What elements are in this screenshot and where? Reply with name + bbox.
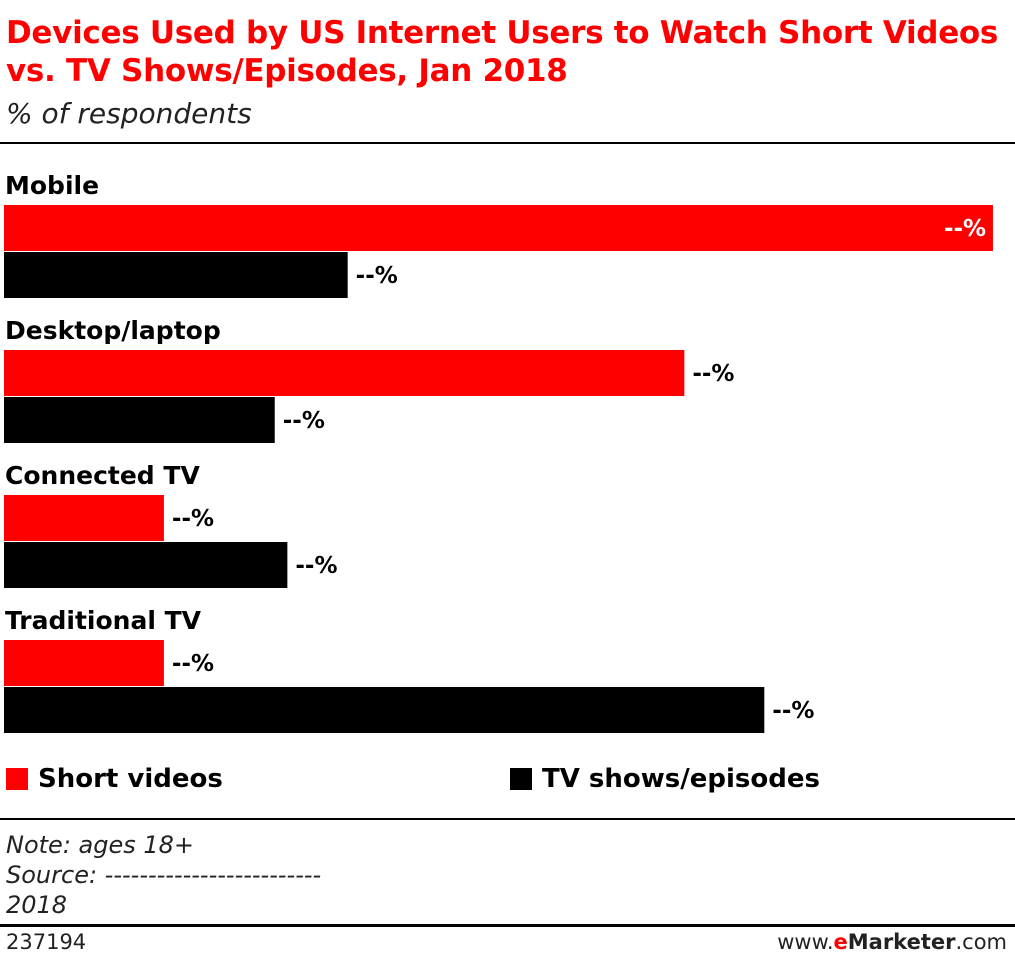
bar-desktop-laptop-tv-shows-episodes — [4, 397, 275, 443]
brand-prefix: www. — [777, 930, 834, 954]
value-label-traditional-tv-tv-shows-episodes: --% — [772, 698, 814, 724]
bar-connected-tv-tv-shows-episodes — [4, 542, 288, 588]
value-label-mobile-tv-shows-episodes: --% — [356, 263, 398, 289]
notes-divider — [0, 818, 1015, 820]
note-text: Note: ages 18+ — [6, 831, 195, 859]
bar-traditional-tv-tv-shows-episodes — [4, 687, 765, 733]
bar-connected-tv-short-videos — [4, 495, 164, 541]
brand-url[interactable]: www.eMarketer.com — [777, 930, 1007, 954]
brand-name: Marketer — [847, 930, 956, 954]
chart-area: Mobile --% --% Desktop/laptop --% --% Connecte… — [0, 160, 1015, 750]
category-label-connected-tv: Connected TV — [5, 461, 200, 490]
value-label-desktop-laptop-short-videos: --% — [692, 361, 734, 387]
bar-traditional-tv-short-videos — [4, 640, 164, 686]
footer-divider — [0, 924, 1015, 927]
chart-id: 237194 — [6, 930, 87, 954]
legend-label-short-videos: Short videos — [38, 764, 223, 794]
top-divider — [0, 142, 1015, 144]
value-label-connected-tv-short-videos: --% — [172, 506, 214, 532]
category-label-traditional-tv: Traditional TV — [5, 606, 202, 635]
legend-label-tv-shows: TV shows/episodes — [542, 764, 820, 794]
bar-desktop-laptop-short-videos — [4, 350, 685, 396]
category-label-mobile: Mobile — [5, 171, 99, 200]
source-year: 2018 — [6, 891, 68, 919]
value-label-connected-tv-tv-shows-episodes: --% — [295, 553, 337, 579]
category-label-desktop-laptop: Desktop/laptop — [5, 316, 221, 345]
brand-suffix: .com — [955, 930, 1007, 954]
source-text: Source: ------------------------- — [6, 861, 322, 889]
bar-chart: Mobile --% --% Desktop/laptop --% --% Connecte… — [4, 171, 993, 733]
bar-mobile-short-videos — [4, 205, 993, 251]
legend-item-tv-shows: TV shows/episodes — [510, 763, 820, 795]
chart-title: Devices Used by US Internet Users to Wat… — [6, 15, 999, 89]
legend-swatch-short-videos — [6, 768, 28, 790]
value-label-mobile-short-videos: --% — [944, 216, 986, 242]
chart-subtitle: % of respondents — [6, 97, 252, 130]
brand-e: e — [833, 930, 848, 954]
value-label-desktop-laptop-tv-shows-episodes: --% — [283, 408, 325, 434]
bar-mobile-tv-shows-episodes — [4, 252, 348, 298]
value-label-traditional-tv-short-videos: --% — [172, 651, 214, 677]
legend-swatch-tv-shows — [510, 768, 532, 790]
legend-item-short-videos: Short videos — [6, 763, 223, 795]
